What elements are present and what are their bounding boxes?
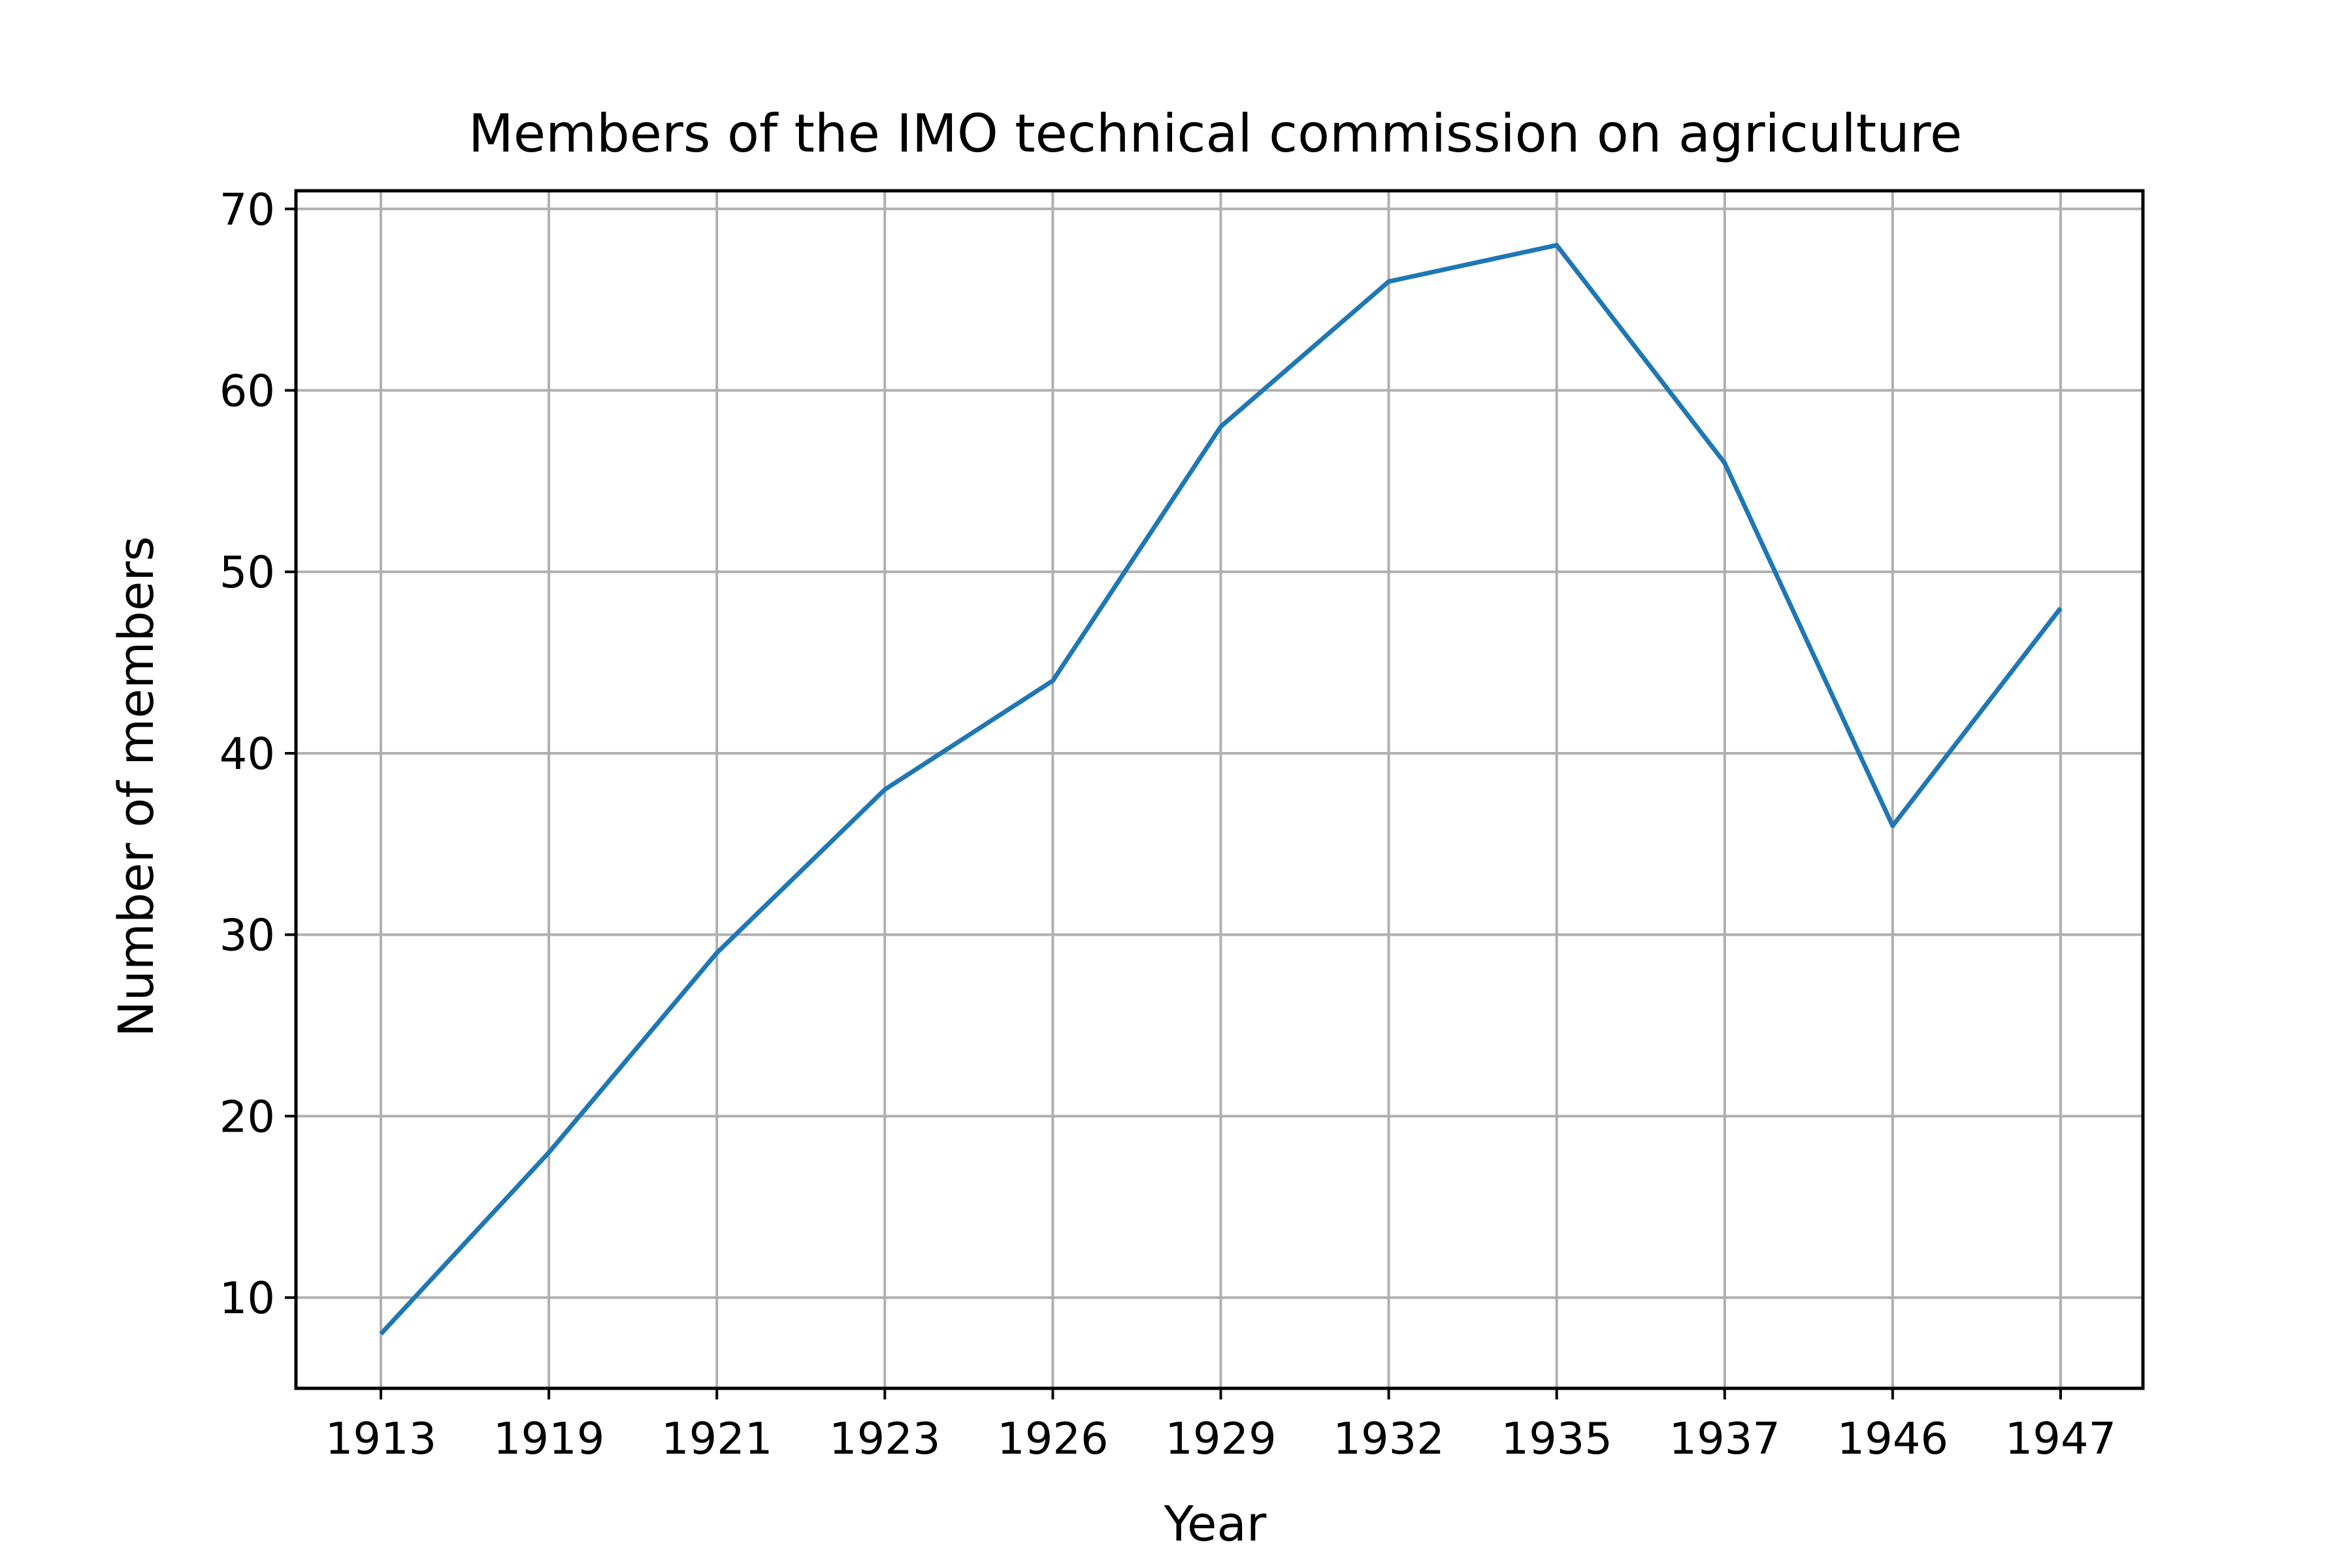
y-tick-label: 40 bbox=[220, 728, 275, 779]
y-axis-label: Number of members bbox=[108, 536, 165, 1037]
x-tick-label: 1937 bbox=[1669, 1413, 1781, 1464]
x-tick-label: 1919 bbox=[493, 1413, 605, 1464]
y-tick-label: 20 bbox=[220, 1091, 275, 1142]
series-layer bbox=[379, 242, 2063, 1336]
axis-ticks: 1913 1919 1921 1923 1926 1929 1932 1935 1937 1946… bbox=[220, 184, 2117, 1464]
y-tick-label: 10 bbox=[220, 1273, 275, 1324]
grid-lines bbox=[296, 191, 2143, 1388]
data-point bbox=[1556, 244, 1558, 246]
y-tick-label: 30 bbox=[220, 910, 275, 961]
y-tick-label: 70 bbox=[220, 184, 275, 235]
y-tick-label: 50 bbox=[220, 547, 275, 598]
x-tick-label: 1913 bbox=[325, 1413, 437, 1464]
x-tick-label: 1929 bbox=[1165, 1413, 1277, 1464]
x-tick-label: 1921 bbox=[661, 1413, 773, 1464]
x-axis-label: Year bbox=[1164, 1496, 1267, 1552]
data-point bbox=[1388, 281, 1390, 282]
x-tick-label: 1932 bbox=[1333, 1413, 1445, 1464]
y-tick-label: 60 bbox=[220, 366, 275, 417]
x-tick-label: 1926 bbox=[997, 1413, 1109, 1464]
chart-title: Members of the IMO technical commission … bbox=[468, 103, 1962, 164]
data-point bbox=[380, 1333, 382, 1335]
x-tick-label: 1923 bbox=[829, 1413, 941, 1464]
x-tick-label: 1947 bbox=[2005, 1413, 2117, 1464]
x-tick-label: 1935 bbox=[1501, 1413, 1612, 1464]
x-tick-label: 1946 bbox=[1837, 1413, 1949, 1464]
